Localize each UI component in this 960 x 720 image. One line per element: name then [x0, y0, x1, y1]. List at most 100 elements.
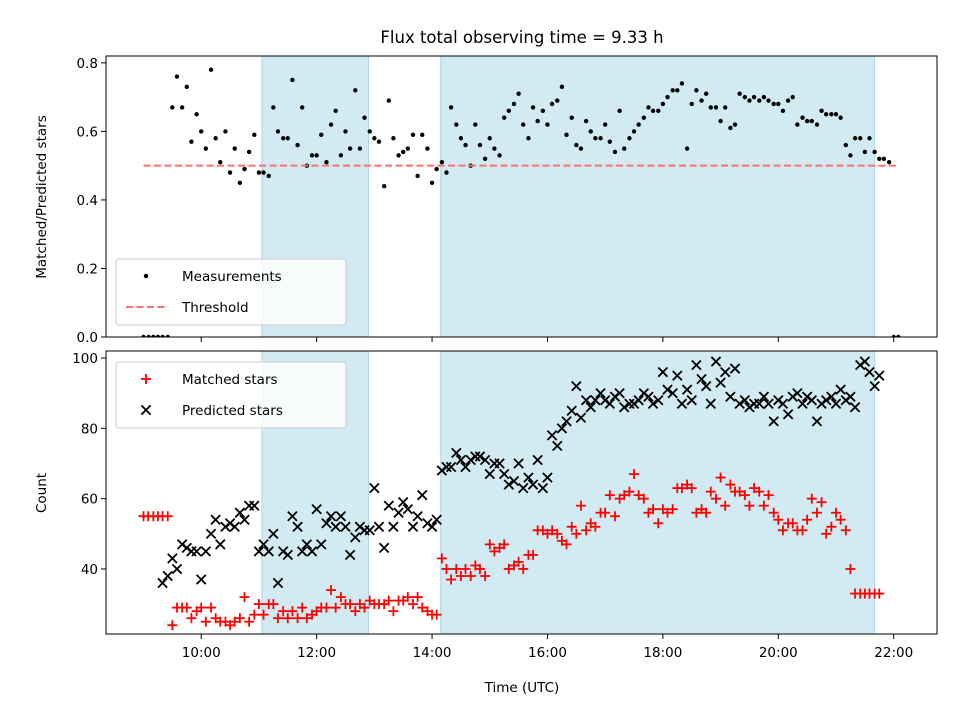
measurement-point	[511, 101, 517, 107]
measurement-point	[694, 88, 699, 93]
matched-star-point	[701, 507, 712, 518]
matched-star-point	[816, 497, 827, 508]
measurement-point	[319, 132, 324, 138]
predicted-star-point	[719, 366, 731, 378]
predicted-star-point	[292, 521, 303, 533]
matched-star-point	[229, 616, 240, 627]
measurement-point	[785, 98, 791, 103]
measurement-point	[757, 98, 762, 103]
measurement-point	[583, 118, 589, 124]
matched-star-point	[359, 602, 370, 613]
predicted-star-point	[849, 402, 861, 413]
predicted-star-point	[195, 574, 207, 585]
predicted-star-point	[754, 398, 765, 409]
predicted-star-point	[234, 507, 246, 518]
matched-star-point	[609, 511, 620, 522]
predicted-star-point	[715, 377, 726, 388]
matched-star-point	[518, 563, 529, 574]
predicted-star-point	[167, 553, 178, 564]
predicted-star-point	[388, 521, 399, 533]
measurement-point	[622, 146, 627, 151]
measurement-point	[218, 160, 223, 165]
measurement-point	[232, 146, 237, 151]
predicted-star-point	[335, 510, 347, 522]
matched-star-point	[705, 486, 716, 497]
axes-frame	[105, 55, 938, 338]
predicted-star-point	[647, 398, 659, 409]
measurement-point	[867, 136, 872, 141]
measurement-point	[804, 118, 810, 124]
predicted-star-point	[826, 391, 837, 402]
predicted-star-point	[210, 514, 221, 525]
measurement-point	[708, 105, 713, 110]
matched-star-point	[758, 500, 769, 511]
measurement-point	[246, 149, 252, 155]
predicted-star-point	[729, 363, 741, 374]
matched-star-point	[686, 483, 697, 494]
measurement-point	[540, 108, 546, 114]
predicted-star-point	[811, 416, 823, 427]
matched-star-point	[321, 602, 332, 613]
predicted-star-point	[624, 398, 635, 409]
measurement-point	[266, 173, 271, 179]
predicted-star-point	[378, 542, 390, 554]
measurement-point	[858, 136, 863, 141]
predicted-star-point	[681, 384, 693, 395]
measurement-point	[328, 122, 334, 127]
predicted-star-point	[734, 398, 745, 409]
predicted-star-point	[739, 394, 751, 406]
measurement-point	[343, 129, 348, 134]
predicted-star-point	[691, 359, 702, 371]
measurement-point	[376, 139, 382, 144]
predicted-star-point	[532, 454, 543, 466]
matched-star-point	[480, 570, 491, 581]
matched-star-point	[763, 490, 774, 501]
matched-star-point	[474, 563, 485, 574]
matched-star-point	[258, 609, 269, 620]
measurement-point	[713, 105, 719, 110]
matched-star-point	[575, 500, 586, 511]
measurement-point	[271, 105, 276, 110]
matched-star-point	[489, 546, 500, 557]
predicted-star-point	[306, 546, 318, 557]
predicted-star-point	[777, 398, 789, 409]
measurement-point	[751, 94, 757, 100]
legend-label: Measurements	[182, 269, 282, 285]
predicted-star-point	[455, 454, 467, 466]
matched-star-point	[167, 620, 178, 631]
predicted-star-point	[686, 394, 697, 406]
measurement-point	[165, 334, 170, 337]
measurement-point	[425, 146, 430, 151]
measurement-point	[213, 136, 218, 141]
predicted-star-point	[397, 496, 409, 508]
predicted-star-point	[426, 521, 438, 533]
matched-star-point	[162, 511, 173, 522]
measurement-point	[780, 108, 786, 114]
predicted-star-point	[527, 479, 539, 490]
matched-star-point	[249, 609, 260, 620]
measurement-point	[184, 84, 189, 90]
predicted-star-point	[316, 539, 327, 550]
measurement-point	[141, 334, 146, 337]
measurement-point	[689, 101, 694, 107]
axes-frame	[105, 350, 938, 635]
measurement-point	[588, 129, 593, 134]
measurement-point	[833, 112, 839, 117]
measurement-point	[155, 334, 161, 337]
predicted-star-point	[552, 440, 563, 452]
predicted-star-point	[344, 549, 356, 561]
legend-label: Matched stars	[182, 372, 278, 388]
x-tick-label: 16:00	[528, 645, 567, 661]
predicted-star-point	[272, 577, 284, 589]
matched-star-point	[619, 490, 630, 501]
measurement-point	[434, 166, 439, 172]
measurement-point	[199, 129, 204, 134]
measurement-point	[160, 334, 165, 337]
predicted-star-point	[571, 380, 582, 392]
predicted-star-point	[451, 447, 462, 459]
matched-star-point	[590, 521, 601, 532]
measurement-point	[275, 129, 281, 134]
predicted-star-point	[672, 370, 683, 381]
predicted-star-point	[864, 366, 875, 378]
measurement-point	[189, 139, 194, 144]
